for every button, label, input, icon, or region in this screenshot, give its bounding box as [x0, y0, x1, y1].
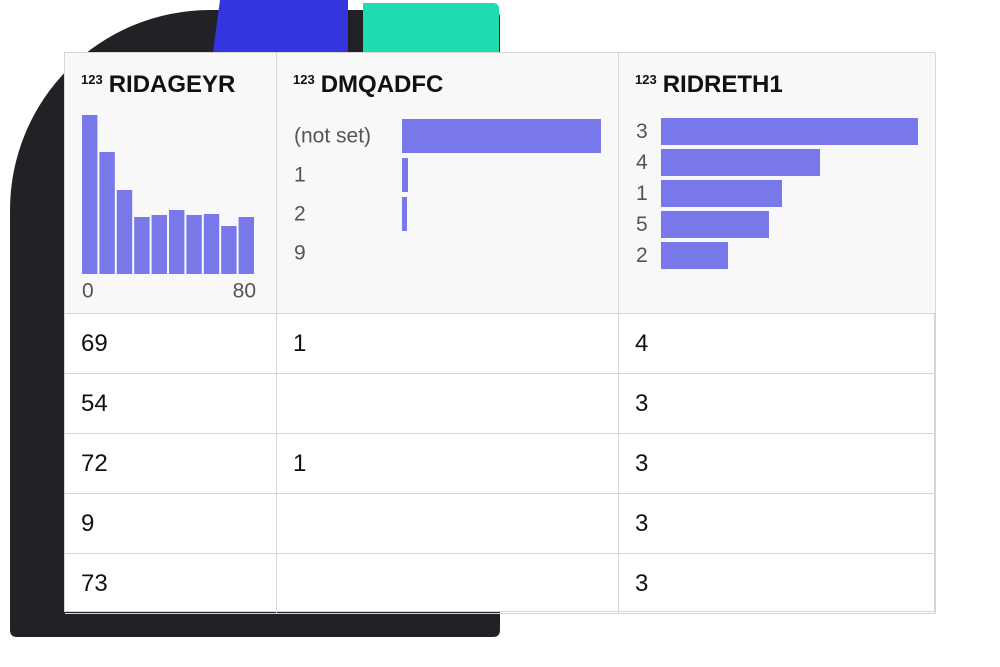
- category-label: (not set): [294, 125, 371, 148]
- histogram-bar: [186, 215, 202, 274]
- column-title: 123 DMQADFC: [293, 71, 443, 99]
- table-cell: 3: [619, 374, 936, 434]
- category-label: 5: [636, 213, 648, 236]
- column-name: DMQADFC: [320, 71, 444, 98]
- category-label: 2: [294, 203, 306, 226]
- column-summary: (not set) 1 2 9: [294, 119, 601, 265]
- category-bar: [661, 118, 918, 145]
- histogram-bar: [203, 214, 220, 274]
- histogram-bar: [238, 217, 254, 274]
- category-bar: [402, 119, 601, 153]
- type-icon: 123: [635, 72, 657, 87]
- histogram-bar: [116, 190, 133, 274]
- type-icon: 123: [293, 72, 315, 87]
- histogram-bar: [99, 152, 115, 274]
- table-cell: 1: [277, 314, 619, 374]
- category-bar: [661, 149, 820, 176]
- column-name: RIDRETH1: [662, 71, 783, 98]
- category-label: 3: [636, 120, 648, 143]
- column-summary: 3 4 1 5 2: [636, 118, 918, 269]
- column-title: 123 RIDAGEYR: [81, 71, 235, 99]
- table-cell: 54: [65, 374, 277, 434]
- category-label: 2: [636, 244, 648, 267]
- table-cell: 3: [619, 554, 936, 614]
- category-label: 1: [636, 182, 648, 205]
- category-bar: [402, 197, 407, 231]
- table-cell: [277, 374, 619, 434]
- table-cell: 3: [619, 434, 936, 494]
- table-cell: 72: [65, 434, 277, 494]
- column-header: 123 DMQADFC (not set) 1 2 9: [277, 53, 619, 314]
- column-name: RIDAGEYR: [108, 71, 236, 98]
- table-cell: 69: [65, 314, 277, 374]
- category-label: 1: [294, 164, 306, 187]
- data-table: 123 RIDAGEYR 0 80 123 DMQADFC (not set) 1 2 9 123 R…: [64, 52, 936, 614]
- category-bar: [661, 211, 769, 238]
- table-cell: 3: [619, 494, 936, 554]
- category-label: 9: [294, 242, 306, 265]
- histogram-bar: [169, 210, 185, 274]
- category-bar: [402, 158, 408, 192]
- column-header: 123 RIDRETH1 3 4 1 5 2: [619, 53, 936, 314]
- histogram-bar: [82, 115, 98, 274]
- type-icon: 123: [81, 72, 103, 87]
- table-cell: 73: [65, 554, 277, 614]
- x-tick-label: 80: [233, 280, 256, 303]
- table-cell: [277, 554, 619, 614]
- category-label: 4: [636, 151, 648, 174]
- table-cell: [277, 494, 619, 554]
- column-header: 123 RIDAGEYR 0 80: [65, 53, 277, 314]
- column-summary: 0 80: [82, 115, 256, 303]
- histogram-bar: [221, 226, 237, 274]
- category-bar: [661, 180, 782, 207]
- blue-block: [213, 0, 348, 52]
- table-cell: 4: [619, 314, 936, 374]
- table-cell: 9: [65, 494, 277, 554]
- x-tick-label: 0: [82, 280, 94, 303]
- histogram-bar: [151, 215, 167, 274]
- teal-block: [363, 3, 499, 52]
- histogram-bar: [134, 217, 150, 274]
- column-title: 123 RIDRETH1: [635, 71, 783, 99]
- category-bar: [661, 242, 728, 269]
- table-cell: 1: [277, 434, 619, 494]
